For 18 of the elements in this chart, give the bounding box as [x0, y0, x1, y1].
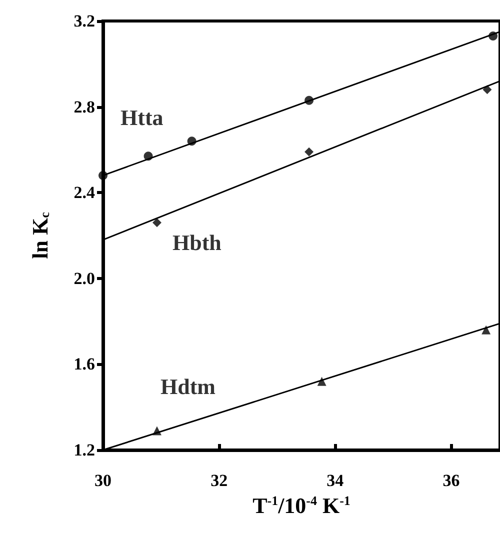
y-tick-label: 2.4: [74, 183, 96, 202]
y-tick-label: 2.0: [74, 268, 95, 288]
series-label: Hbth: [172, 230, 222, 256]
point: [304, 147, 314, 156]
x-tick-label: 32: [210, 471, 228, 490]
y-tick-label: 3.2: [74, 12, 95, 30]
y-tick-label: 2.8: [74, 97, 95, 116]
x-tick-label: 34: [326, 471, 344, 490]
x-tick-label: 30: [94, 471, 112, 490]
point: [317, 376, 326, 386]
point: [152, 218, 162, 228]
series-label: Hdtm: [160, 374, 216, 400]
series-label: Htta: [120, 104, 164, 130]
y-tick-label: 1.6: [74, 354, 95, 374]
y-axis-title: ln Kc: [28, 212, 52, 259]
x-tick-label: 36: [442, 471, 460, 490]
point: [482, 325, 491, 334]
y-tick-label: 1.2: [74, 440, 95, 460]
